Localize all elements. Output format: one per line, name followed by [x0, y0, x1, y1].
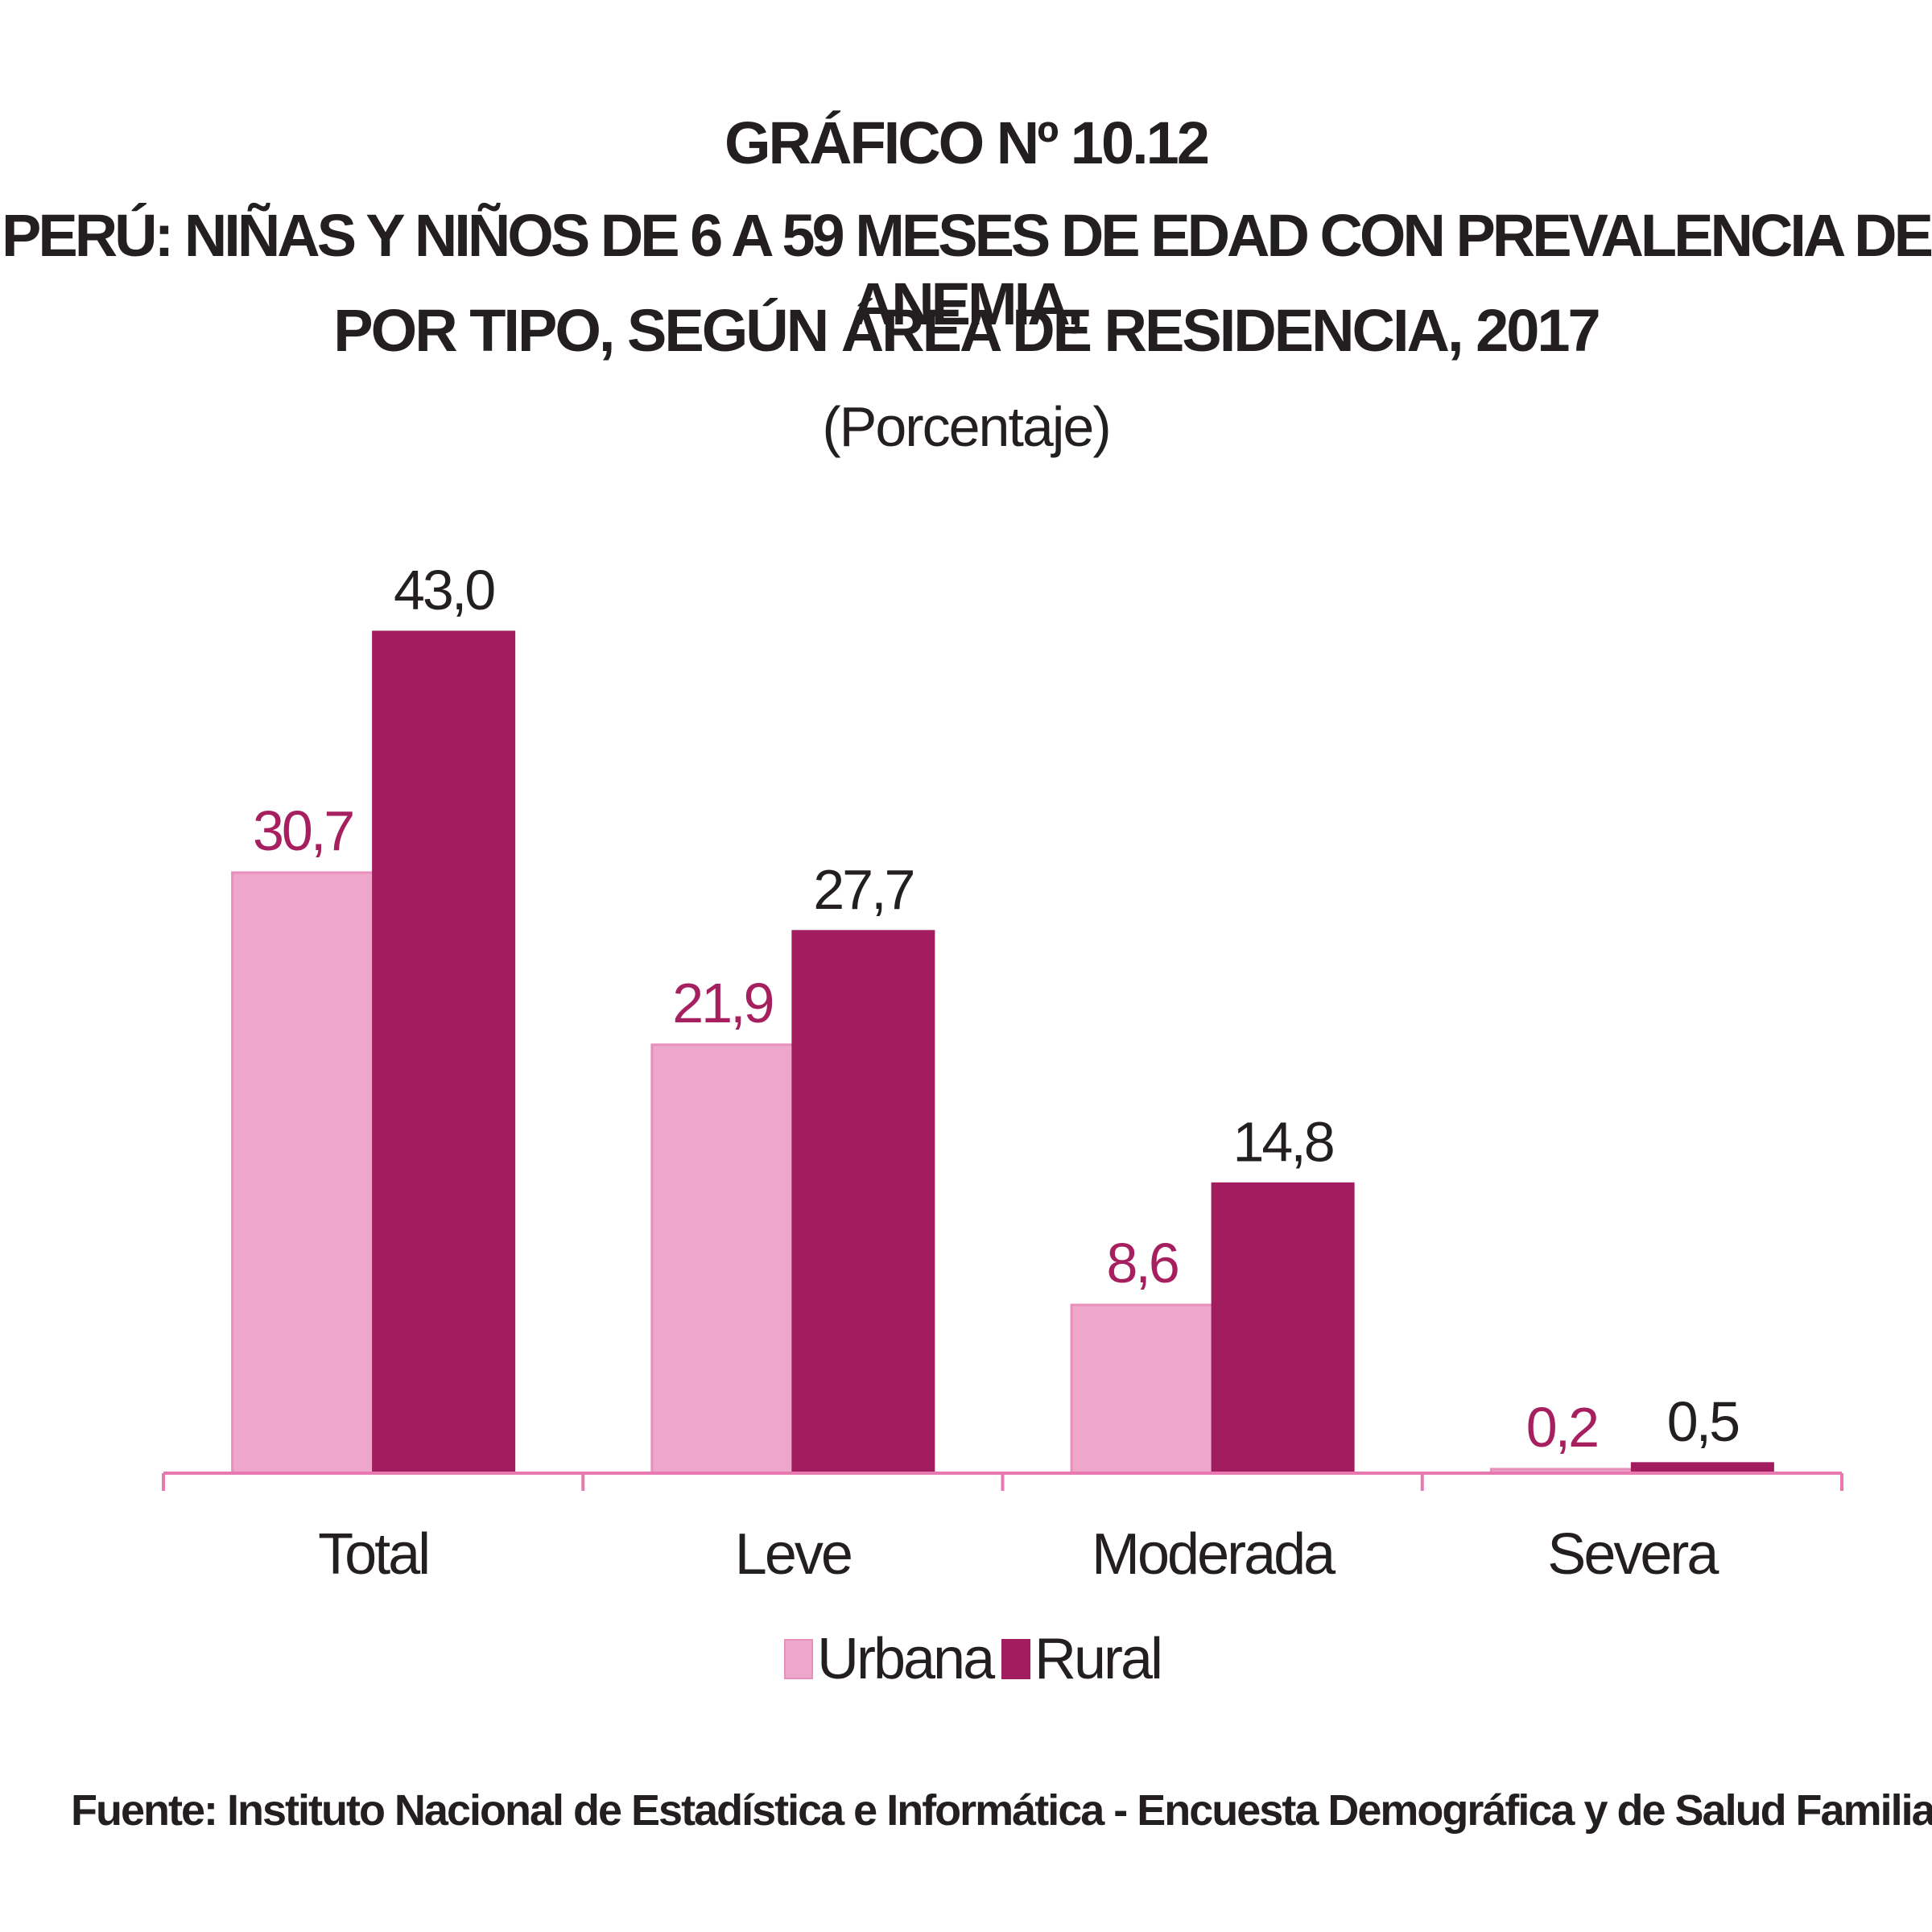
bars-group	[231, 630, 1774, 1475]
legend-label-urbana: Urbana	[817, 1627, 996, 1691]
category-labels-group: Total Leve Moderada Severa	[318, 1522, 1722, 1587]
data-label-urbana-moderada: 8,6	[1106, 1232, 1177, 1294]
legend-label-rural: Rural	[1034, 1627, 1161, 1691]
data-label-rural-leve: 27,7	[813, 858, 913, 921]
category-label-severa: Severa	[1547, 1522, 1719, 1587]
chart-title-line-2: POR TIPO, SEGÚN ÁREA DE RESIDENCIA, 2017	[333, 297, 1600, 364]
bar-urbana-leve	[650, 1043, 795, 1475]
bar-rural-moderada	[1211, 1182, 1355, 1475]
data-label-rural-severa: 0,5	[1667, 1390, 1738, 1453]
data-label-urbana-leve: 21,9	[672, 972, 772, 1034]
chart-title-line-1: PERÚ: NIÑAS Y NIÑOS DE 6 A 59 MESES DE E…	[2, 202, 1932, 337]
bar-rural-leve	[791, 930, 935, 1475]
legend: Urbana Rural	[784, 1627, 1163, 1691]
bar-urbana-total	[231, 871, 375, 1475]
legend-swatch-urbana	[784, 1639, 813, 1679]
chart-unit-subtitle: (Porcentaje)	[822, 395, 1111, 458]
data-label-rural-moderada: 14,8	[1233, 1110, 1333, 1173]
data-label-rural-total: 43,0	[394, 559, 494, 621]
data-labels-group: 30,7 43,0 21,9 27,7 8,6 14,8 0,2 0,5	[253, 559, 1740, 1459]
category-label-total: Total	[318, 1522, 428, 1587]
figure-label: GRÁFICO Nº 10.12	[724, 109, 1210, 176]
legend-swatch-rural	[1001, 1639, 1030, 1679]
category-label-moderada: Moderada	[1092, 1522, 1336, 1587]
x-axis	[162, 1472, 1843, 1491]
source-note: Fuente: Instituto Nacional de Estadístic…	[71, 1786, 1932, 1835]
category-label-leve: Leve	[735, 1522, 851, 1587]
data-label-urbana-total: 30,7	[253, 799, 353, 862]
bar-rural-total	[372, 630, 516, 1475]
data-label-urbana-severa: 0,2	[1526, 1396, 1597, 1459]
bar-urbana-moderada	[1070, 1303, 1214, 1475]
